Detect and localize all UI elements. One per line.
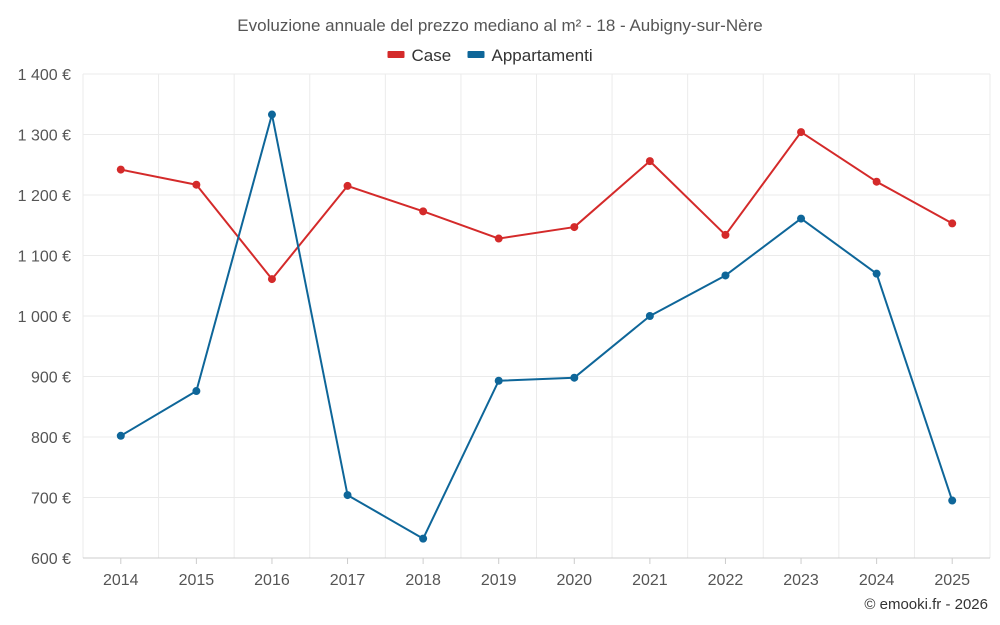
data-point-case[interactable]	[192, 180, 201, 189]
legend: Case Appartamenti	[387, 46, 593, 65]
data-point-appartamenti[interactable]	[494, 376, 503, 385]
data-point-appartamenti[interactable]	[419, 534, 428, 543]
legend-item-appartamenti[interactable]: Appartamenti	[467, 46, 593, 65]
x-axis: 2014 2015 2016 2017 2018 2019 2020 2021 2022 2023…	[83, 557, 990, 589]
data-point-appartamenti[interactable]	[267, 110, 276, 119]
x-tick-label: 2025	[934, 572, 970, 589]
credit-text: © emooki.fr - 2026	[864, 596, 988, 613]
y-tick-label: 800 €	[31, 430, 71, 447]
data-point-case[interactable]	[419, 207, 428, 216]
legend-label-appartamenti: Appartamenti	[492, 46, 593, 65]
data-point-case[interactable]	[948, 219, 957, 228]
x-tick-label: 2017	[330, 572, 366, 589]
y-tick-label: 1 200 €	[18, 188, 71, 205]
y-tick-label: 700 €	[31, 491, 71, 508]
data-point-appartamenti[interactable]	[645, 312, 654, 320]
data-point-appartamenti[interactable]	[948, 496, 957, 505]
data-point-appartamenti[interactable]	[343, 491, 352, 500]
legend-swatch-appartamenti	[467, 51, 485, 58]
x-tick-label: 2022	[708, 572, 744, 589]
data-point-case[interactable]	[267, 275, 276, 284]
data-point-case[interactable]	[343, 181, 352, 190]
chart-title: Evoluzione annuale del prezzo mediano al…	[237, 16, 762, 35]
x-tick-label: 2021	[632, 572, 668, 589]
y-tick-label: 1 300 €	[18, 128, 71, 145]
series-line-appartamenti	[120, 113, 954, 540]
data-point-appartamenti[interactable]	[192, 387, 201, 396]
series-group	[116, 110, 957, 543]
x-tick-label: 2019	[481, 572, 517, 589]
x-tick-label: 2024	[859, 572, 895, 589]
x-tick-label: 2015	[179, 572, 215, 589]
data-point-case[interactable]	[721, 230, 730, 239]
data-point-appartamenti[interactable]	[721, 271, 730, 280]
data-point-appartamenti[interactable]	[872, 269, 881, 278]
y-tick-label: 900 €	[31, 370, 71, 387]
x-tick-label: 2020	[556, 572, 592, 589]
data-point-case[interactable]	[645, 157, 654, 166]
data-point-case[interactable]	[494, 234, 503, 243]
data-point-appartamenti[interactable]	[116, 431, 125, 440]
series-line-case	[120, 131, 953, 281]
y-tick-label: 600 €	[31, 551, 71, 568]
y-tick-label: 1 000 €	[18, 309, 71, 326]
x-tick-label: 2016	[254, 572, 290, 589]
legend-swatch-case	[387, 51, 405, 58]
data-point-case[interactable]	[872, 177, 881, 186]
series-appartamenti	[116, 110, 957, 543]
x-tick-label: 2014	[103, 572, 139, 589]
y-tick-label: 1 100 €	[18, 249, 71, 266]
legend-item-case[interactable]: Case	[387, 46, 452, 65]
data-point-appartamenti[interactable]	[570, 373, 579, 382]
data-point-case[interactable]	[797, 128, 806, 137]
y-axis: 600 € 700 € 800 € 900 € 1 000 € 1 100 € 1 200 …	[18, 67, 71, 568]
grid	[82, 73, 991, 559]
data-point-case[interactable]	[570, 223, 579, 232]
y-tick-label: 1 400 €	[18, 67, 71, 84]
data-point-appartamenti[interactable]	[797, 214, 806, 223]
x-tick-label: 2023	[783, 572, 819, 589]
x-tick-label: 2018	[405, 572, 441, 589]
legend-label-case: Case	[412, 46, 452, 65]
series-case	[116, 128, 957, 284]
data-point-case[interactable]	[116, 165, 125, 174]
